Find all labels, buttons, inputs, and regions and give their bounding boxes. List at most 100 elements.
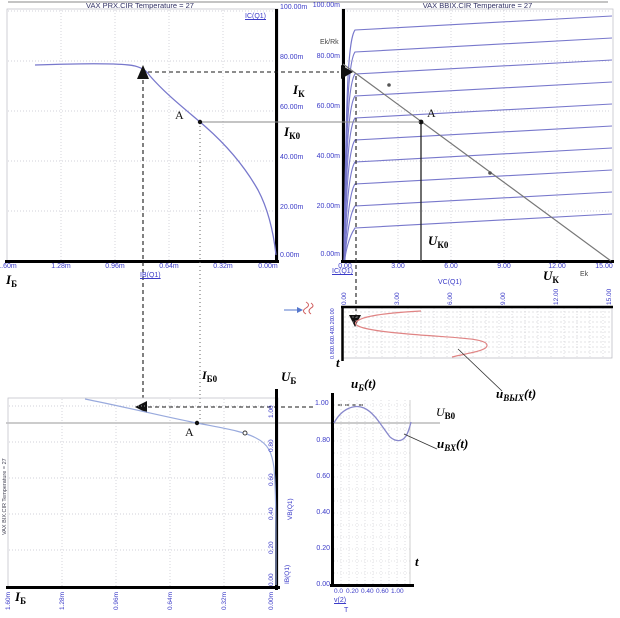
plot-title: VAX PRX.CIR Temperature = 27 <box>86 1 194 10</box>
label-ub-t: uБ(t) <box>351 377 376 395</box>
label-ib0: IБ0 <box>202 369 217 386</box>
x-legend-ib-q1[interactable]: IB(Q1) <box>140 272 161 279</box>
tick-label: 0.40 <box>316 509 330 516</box>
tick-label: 0.00m <box>258 263 278 270</box>
curve-sample-marker <box>242 430 248 436</box>
tick-label: 1.00 <box>391 588 404 595</box>
tick-label: 60.00m <box>280 104 304 111</box>
tick-label: 1.00 <box>268 405 275 418</box>
label-sub: Б <box>11 279 18 289</box>
plot-frame <box>7 397 279 589</box>
x-legend-ib-q1[interactable]: IB(Q1) <box>284 564 291 584</box>
label-sub: Б <box>290 376 297 386</box>
tick-label: 1.28m <box>51 263 71 270</box>
tick-label: 6.00 <box>444 263 458 270</box>
tick-label: 0.20 <box>346 588 359 595</box>
label-sub: В0 <box>444 411 456 421</box>
label-main: I <box>6 272 12 287</box>
tick-label: 0.00 <box>338 263 352 270</box>
tick-label: 0.00 <box>316 581 330 588</box>
load-line-dot <box>488 171 492 175</box>
right-triangle-marker <box>341 65 353 79</box>
tick-label: 100.00m <box>280 4 308 11</box>
label-main: I <box>284 124 290 139</box>
tick-label: 0.00m <box>320 251 340 258</box>
tick-label: 0.40 <box>268 507 275 520</box>
tick-label: 20.00m <box>316 203 340 210</box>
label-main: U <box>281 369 291 384</box>
output-plot <box>341 8 614 263</box>
tick-label: 0.00 <box>341 292 348 305</box>
tick-label: 0.40 <box>361 588 374 595</box>
tick-label: 1.28m <box>59 591 66 610</box>
label-main: I <box>15 589 21 604</box>
legend-ic-q1[interactable]: IC(Q1) <box>245 13 266 20</box>
tick-label: 20.00m <box>280 204 304 211</box>
plot-title: VAX BBIX.CIR Temperature = 27 <box>422 1 533 10</box>
output-curve-family <box>343 15 613 261</box>
label-sub: К0 <box>289 131 301 141</box>
tick-label: 9.00 <box>497 263 511 270</box>
x-legend-vc-q1[interactable]: VC(Q1) <box>438 279 462 286</box>
tick-label: 9.00 <box>500 292 507 305</box>
operating-point-marker <box>418 119 424 125</box>
y-legend-vb-q1[interactable]: VB(Q1) <box>287 498 294 520</box>
tick-label: 0.32m <box>221 591 228 610</box>
plot-title: VAX BIX.CIR Temperature = 27 <box>2 458 8 535</box>
input-waveform-plot <box>330 393 438 587</box>
strip-frame <box>342 307 613 359</box>
down-triangle-marker <box>349 315 361 327</box>
tick-label: 0.00m <box>280 252 300 259</box>
tick-label: 1.60m <box>0 263 17 270</box>
label-uk0: UК0 <box>428 234 448 252</box>
tick-label: 12.00 <box>548 263 566 270</box>
label-ib-axis: IБ <box>15 590 26 608</box>
tick-label: 12.00 <box>553 288 560 305</box>
tick-label: 15.00 <box>606 288 613 305</box>
tick-label: 0.60 <box>376 588 389 595</box>
tick-label: 80.00m <box>280 54 304 61</box>
plot-frame <box>341 8 614 263</box>
grid <box>340 400 406 584</box>
load-line <box>342 63 612 262</box>
uvyx-pointer-line <box>457 348 503 392</box>
label-sub: Б0 <box>206 374 218 384</box>
point-a-label: A <box>175 108 184 122</box>
point-a-label: A <box>427 106 436 120</box>
tick-label: 15.00 <box>595 263 613 270</box>
tick-label: 60.00m <box>316 103 340 110</box>
tick-label: 0.20 <box>268 541 275 554</box>
tick-label: 1.60m <box>5 591 12 610</box>
uvx-pointer-line <box>403 433 438 450</box>
tick-label: 80.00m <box>316 53 340 60</box>
label-sub: К0 <box>437 240 449 250</box>
blue-arrowhead-icon <box>297 307 303 313</box>
tick-label: 0.80 <box>268 439 275 452</box>
operating-point-marker <box>197 119 203 125</box>
plot-frame <box>6 8 279 263</box>
point-a-label: A <box>185 425 194 439</box>
label-tail: (t) <box>456 436 469 451</box>
uvyx-waveform-curve <box>355 310 488 358</box>
tick-label: 0.0 <box>334 588 344 595</box>
left-arrow-marker <box>135 401 147 413</box>
legend-v2[interactable]: v(2) <box>334 597 347 604</box>
label-tail: (t) <box>523 386 537 401</box>
label-tail: (t) <box>363 376 377 391</box>
label-sub: ВЫХ <box>503 393 524 403</box>
label-ub0-level: UВ0 <box>436 406 455 423</box>
label-ek-rk: Ek/Rk <box>320 39 339 46</box>
tick-label: 0.60 <box>316 473 330 480</box>
label-main: I <box>293 82 299 97</box>
label-ub-axis: UБ <box>281 370 296 388</box>
load-line-dot <box>387 83 391 87</box>
tick-label: 0.96m <box>113 591 120 610</box>
output-waveform-strip <box>284 301 613 392</box>
tick-label: 0.96m <box>105 263 125 270</box>
tick-label: 0.64m <box>159 263 179 270</box>
grid <box>8 10 276 261</box>
sweep-variable-label: T <box>344 607 349 614</box>
label-main: u <box>437 436 445 451</box>
legend-ic-q1[interactable]: IC(Q1) <box>332 268 353 275</box>
